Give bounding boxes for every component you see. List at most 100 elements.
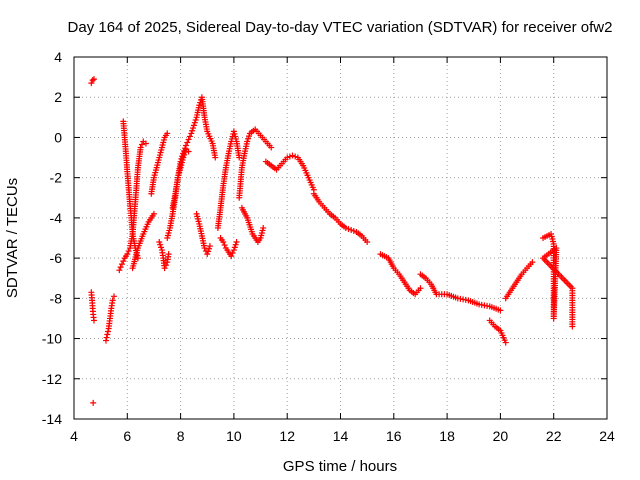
data-point-arc-l: [231, 244, 238, 251]
chart-title: Day 164 of 2025, Sidereal Day-to-day VTE…: [68, 19, 613, 36]
data-point-arc-k: [236, 154, 243, 161]
data-point-arc-i: [191, 119, 198, 126]
data-point-arc-i: [212, 154, 219, 161]
data-point-arc-i: [182, 142, 189, 149]
data-point-arc-i: [184, 139, 191, 146]
data-point-arc-i: [190, 122, 197, 129]
data-point-arc-o: [289, 152, 296, 159]
data-point-arc-b: [116, 267, 123, 274]
y-tick-label: 2: [54, 89, 62, 105]
data-point-arc-s: [502, 339, 509, 346]
grid: [74, 57, 607, 419]
plot-frame: [73, 56, 608, 420]
data-point-late-sparse: [569, 323, 576, 330]
data-point-arc-i: [196, 102, 203, 109]
data-point-arc-b: [120, 258, 127, 265]
data-point-arc-a: [103, 334, 110, 341]
data-point-arc-b: [138, 141, 145, 148]
y-axis-label: SDTVAR / TECUs: [4, 178, 21, 298]
data-point-arc-b: [117, 264, 124, 271]
data-point-arc-b: [118, 261, 125, 268]
data-point-arc-j: [205, 248, 212, 255]
data-point-arc-i: [177, 158, 184, 165]
x-tick-label: 8: [177, 428, 185, 444]
y-tick-label: -2: [50, 170, 63, 186]
data-point-arc-o: [292, 153, 299, 160]
data-point-early-dips: [90, 317, 97, 324]
data-point-arc-i: [192, 117, 199, 124]
y-tick-label: 0: [54, 129, 62, 145]
data-point-arc-i: [188, 130, 195, 137]
data-point-arc-l: [233, 239, 240, 246]
y-tick-label: -14: [42, 411, 62, 427]
data-point-isolated-high: [89, 77, 96, 84]
data-point-arc-l: [230, 247, 237, 254]
data-point-arc-m: [246, 133, 253, 140]
x-tick-label: 16: [386, 428, 402, 444]
data-point-arc-i: [179, 153, 186, 160]
data-point-isolated-high: [90, 76, 97, 83]
data-point-arc-b: [142, 140, 149, 147]
x-tick-label: 4: [70, 428, 78, 444]
data-point-arc-p: [345, 225, 352, 232]
data-point-arc-r: [497, 307, 504, 314]
x-tick-label: 22: [546, 428, 562, 444]
data-point-arc-l: [228, 253, 235, 260]
data-point-arc-o: [286, 153, 293, 160]
data-point-arc-l: [229, 250, 236, 257]
data-point-arc-j: [206, 243, 213, 250]
x-tick-label: 20: [493, 428, 509, 444]
data-point-arc-j: [204, 251, 211, 258]
data-point-arc-a: [109, 297, 116, 304]
data-point-arc-n: [260, 224, 267, 231]
data-point-arc-j: [206, 245, 213, 252]
y-tick-label: 4: [54, 49, 62, 65]
data-point-arc-i: [185, 136, 192, 143]
data-point-arc-m: [245, 135, 252, 142]
data-point-arc-i: [178, 155, 185, 162]
data-point-arc-i: [189, 127, 196, 134]
data-point-arc-l: [232, 241, 239, 248]
y-tick-label: -6: [50, 250, 63, 266]
data-point-arc-b: [137, 144, 144, 151]
data-point-arc-p: [364, 239, 371, 246]
data-point-arc-m: [244, 138, 251, 145]
data-point-arc-p: [342, 224, 349, 231]
data-point-arc-i: [186, 133, 193, 140]
data-point-arc-f: [161, 265, 168, 272]
data-point-arc-f: [162, 262, 169, 269]
x-tick-label: 6: [123, 428, 131, 444]
x-axis-label: GPS time / hours: [283, 458, 397, 475]
data-point-arc-l: [220, 239, 227, 246]
data-points: [88, 76, 576, 406]
x-tick-label: 14: [333, 428, 349, 444]
data-point-arc-a: [110, 293, 117, 300]
y-tick-label: -4: [50, 210, 63, 226]
data-point-arc-i: [190, 125, 197, 132]
data-point-arc-p: [350, 227, 357, 234]
data-point-arc-f: [158, 244, 165, 251]
data-point-arc-i: [180, 150, 187, 157]
data-point-isolated-low: [90, 399, 97, 406]
data-point-arc-l: [221, 242, 228, 249]
data-point-arc-o: [284, 154, 291, 161]
data-point-arc-a: [104, 328, 111, 335]
data-point-isolated-high: [88, 80, 95, 87]
x-tick-label: 24: [599, 428, 615, 444]
data-point-arc-a: [102, 337, 109, 344]
y-tick-label: -12: [42, 371, 62, 387]
data-point-arc-m: [268, 144, 275, 151]
data-point-arc-b: [125, 248, 132, 255]
data-point-arc-d: [150, 210, 157, 217]
data-point-arc-a: [104, 331, 111, 338]
y-tick-label: -10: [42, 331, 62, 347]
y-tick-label: -8: [50, 290, 63, 306]
data-point-arc-f: [157, 241, 164, 248]
data-point-arc-f: [165, 251, 172, 258]
x-tick-label: 12: [279, 428, 295, 444]
data-point-arc-q: [417, 285, 424, 292]
data-point-arc-b: [124, 251, 131, 258]
x-tick-label: 10: [226, 428, 242, 444]
data-point-arc-t: [529, 259, 536, 266]
